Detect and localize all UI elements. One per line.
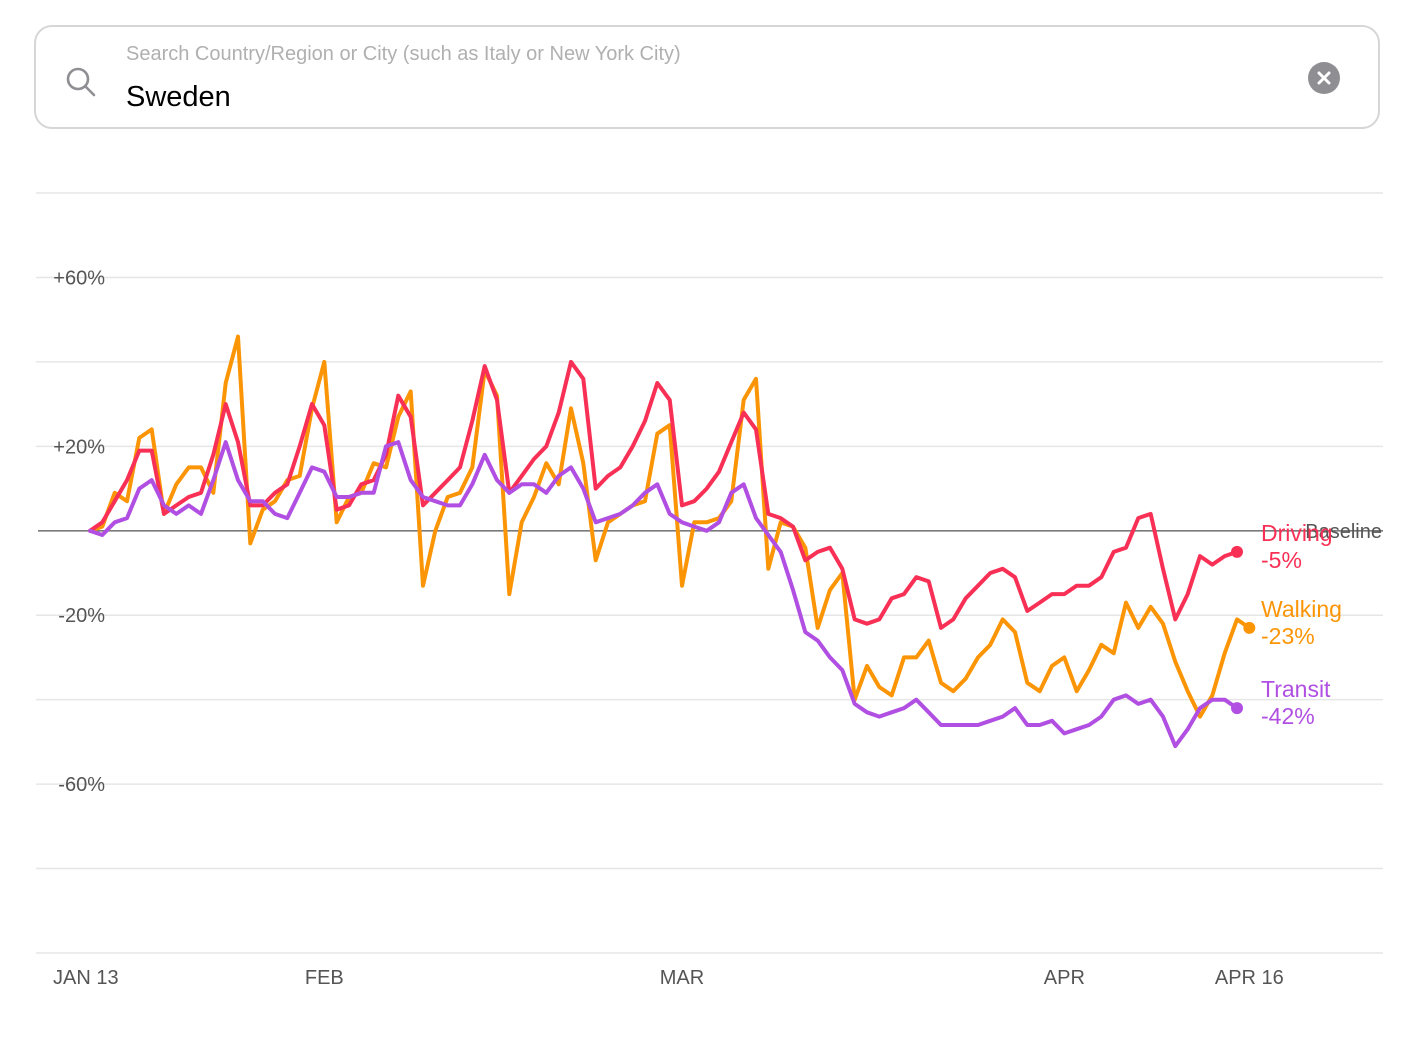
series-line-transit	[88, 440, 1239, 749]
clear-search-button[interactable]	[1308, 62, 1340, 94]
x-axis-labels: JAN 13 FEB MAR APR APR 16	[53, 967, 1284, 989]
series-endpoint-driving	[1231, 545, 1243, 558]
series-labels: Driving-5% Walking-23% Transit-42%	[1261, 520, 1342, 729]
baseline-label: Baseline	[1305, 521, 1382, 543]
series-value-walking: -23%	[1261, 623, 1315, 649]
series-endpoint-transit	[1231, 702, 1243, 715]
series-value-transit: -42%	[1261, 703, 1315, 729]
series-value-driving: -5%	[1261, 547, 1302, 573]
series-endpoint-walking	[1243, 621, 1256, 634]
series-line-driving	[88, 359, 1239, 630]
search-icon	[66, 67, 96, 97]
y-tick-label: -60%	[58, 774, 105, 796]
x-tick-label: FEB	[305, 967, 344, 989]
series-name-walking: Walking	[1261, 596, 1342, 622]
y-tick-label: +20%	[53, 436, 105, 458]
grid-layer	[36, 192, 1383, 954]
search-placeholder: Search Country/Region or City (such as I…	[126, 43, 681, 65]
x-tick-label: JAN 13	[53, 967, 119, 989]
search-bar[interactable]: Search Country/Region or City (such as I…	[34, 25, 1380, 129]
y-axis-labels: +60% +20% -20% -60%	[53, 267, 105, 796]
series-layer	[88, 334, 1256, 749]
y-tick-label: +60%	[53, 267, 105, 289]
clear-icon	[1317, 71, 1331, 85]
x-tick-label: APR	[1044, 967, 1085, 989]
x-tick-label: APR 16	[1215, 967, 1284, 989]
series-name-driving: Driving	[1261, 520, 1333, 546]
series-line-walking	[88, 334, 1252, 719]
search-input[interactable]	[126, 81, 1226, 114]
x-tick-label: MAR	[660, 967, 704, 989]
y-tick-label: -20%	[58, 605, 105, 627]
series-name-transit: Transit	[1261, 676, 1331, 702]
